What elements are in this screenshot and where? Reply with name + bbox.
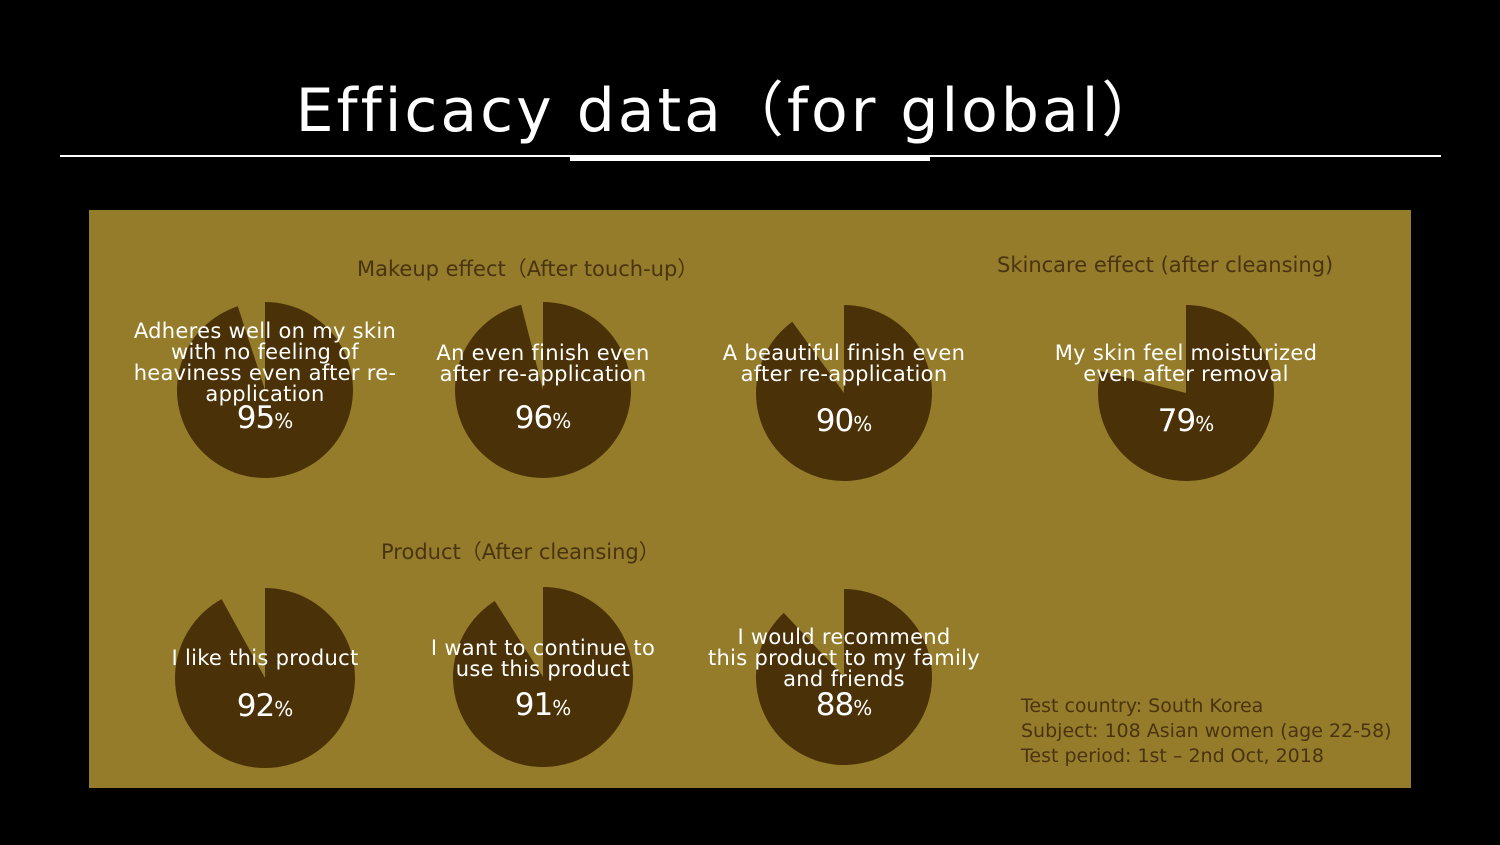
- title-underline-accent: [570, 155, 930, 161]
- pie-slice: [453, 587, 634, 768]
- section-label-makeup: Makeup effect（After touch-up）: [357, 257, 699, 281]
- pie-value-label: 79%: [1157, 403, 1215, 439]
- section-label-skincare: Skincare effect (after cleansing): [997, 253, 1334, 277]
- pie-label: I would recommend this product to my fami…: [707, 625, 981, 691]
- pie-slice: [454, 302, 631, 478]
- pie-label: A beautiful finish even after re-applicat…: [722, 341, 966, 386]
- page-title: Efficacy data（for global）: [295, 76, 1165, 146]
- pie-slice: [756, 305, 932, 481]
- efficacy-panel: Makeup effect（After touch-up） Skincare e…: [89, 210, 1411, 788]
- pie-value-label: 88%: [815, 687, 873, 723]
- pie-slice: [1098, 305, 1275, 481]
- pie-label: I want to continue to use this product: [430, 636, 656, 681]
- pie-value-label: 91%: [514, 687, 572, 723]
- pie-value-label: 90%: [815, 403, 873, 439]
- pie-label: An even finish even after re-application: [436, 341, 650, 386]
- pie-value-label: 96%: [514, 400, 572, 436]
- pie-label: Adheres well on my skin with no feeling o…: [133, 319, 397, 406]
- pie-label: My skin feel moisturized even after remov…: [1054, 341, 1318, 386]
- footnote-country: Test country: South Korea: [1021, 695, 1264, 717]
- pie-label: I like this product: [171, 646, 359, 670]
- pie-value-label: 95%: [236, 400, 294, 436]
- footnote-subject: Subject: 108 Asian women (age 22-58): [1021, 720, 1392, 742]
- footnote-period: Test period: 1st – 2nd Oct, 2018: [1021, 745, 1324, 767]
- test-footnote: Test country: South Korea Subject: 108 A…: [1021, 694, 1392, 769]
- pie-value-label: 92%: [236, 688, 294, 724]
- pie-slice: [756, 589, 932, 765]
- pie-charts: [174, 302, 1275, 768]
- pie-slice: [174, 588, 355, 768]
- section-label-product: Product（After cleansing）: [381, 540, 660, 564]
- pie-slice: [177, 302, 354, 479]
